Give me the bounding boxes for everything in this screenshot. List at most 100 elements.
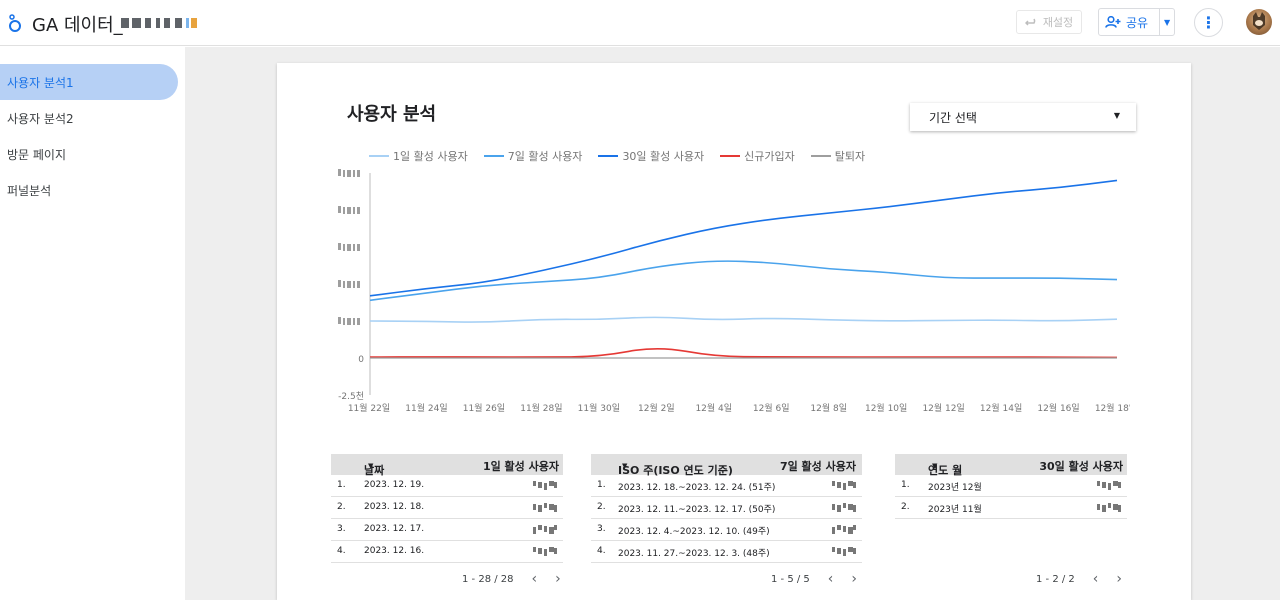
x-tick-label: 12월 18일 — [1095, 402, 1130, 414]
table-row[interactable]: 4. 2023. 11. 27.~2023. 12. 3. (48주) — [591, 541, 862, 563]
legend-swatch — [369, 155, 389, 157]
row-index: 3. — [337, 524, 346, 534]
row-dimension-value: 2023년 11월 — [928, 505, 982, 515]
x-tick-label: 12월 8일 — [810, 402, 847, 414]
table-monthly-active: 연도 월 ▼ 30일 활성 사용자 1. 2023년 12월 2. 2023년 11월 — [895, 454, 1127, 520]
legend-item[interactable]: 신규가입자 — [720, 148, 795, 164]
table-pager: 1 - 5 / 5 ‹ › — [771, 571, 857, 587]
table-pager: 1 - 2 / 2 ‹ › — [1036, 571, 1122, 587]
y-tick-redacted — [338, 243, 360, 251]
row-divider — [591, 496, 862, 497]
row-index: 2. — [337, 502, 346, 512]
share-dropdown-icon[interactable]: ▼ — [1164, 17, 1171, 27]
redacted-metric-value — [832, 503, 856, 512]
legend-item[interactable]: 탈퇴자 — [810, 148, 865, 164]
nav-item-funnel-analysis[interactable]: 퍼널분석 — [0, 172, 178, 208]
legend-label: 신규가입자 — [744, 150, 795, 163]
row-dimension-value: 2023. 12. 16. — [364, 546, 425, 556]
table-pager: 1 - 28 / 28 ‹ › — [462, 571, 561, 587]
series-line[interactable] — [369, 316, 1118, 323]
column-header-metric[interactable]: 30일 활성 사용자 — [1039, 460, 1123, 473]
x-tick-label: 11월 26일 — [463, 402, 505, 414]
pager-label: 1 - 28 / 28 — [462, 573, 514, 585]
app-header: GA 데이터_ 재설정 공유 ▼ ⋮ — [0, 0, 1280, 46]
table-row[interactable]: 1. 2023. 12. 19. — [331, 475, 563, 497]
sort-desc-icon: ▼ — [932, 462, 938, 470]
redacted-metric-value — [533, 503, 557, 512]
chevron-right-icon[interactable]: › — [851, 571, 857, 587]
row-index: 4. — [597, 546, 606, 556]
row-dimension-value: 2023. 12. 19. — [364, 480, 425, 490]
table-row[interactable]: 2. 2023년 11월 — [895, 497, 1127, 519]
table-weekly-active: ISO 주(ISO 연도 기준) ▼ 7일 활성 사용자 1. 2023. 12. … — [591, 454, 862, 564]
table-row[interactable]: 3. 2023. 12. 4.~2023. 12. 10. (49주) — [591, 519, 862, 541]
chevron-left-icon[interactable]: ‹ — [531, 571, 538, 587]
report-name[interactable]: GA 데이터_ — [32, 15, 123, 36]
chevron-right-icon[interactable]: › — [1116, 571, 1122, 587]
x-tick-label: 11월 22일 — [348, 402, 390, 414]
row-dimension-value: 2023년 12월 — [928, 483, 982, 493]
table-row[interactable]: 4. 2023. 12. 16. — [331, 541, 563, 563]
sort-desc-icon: ▼ — [622, 462, 628, 470]
avatar[interactable] — [1246, 9, 1272, 35]
row-index: 1. — [597, 480, 606, 490]
nav-item-landing-page[interactable]: 방문 페이지 — [0, 136, 178, 172]
x-tick-label: 12월 10일 — [865, 402, 907, 414]
nav-item-label: 방문 페이지 — [7, 147, 67, 162]
avatar-image-icon — [1253, 12, 1265, 30]
row-divider — [331, 562, 563, 563]
table-row[interactable]: 2. 2023. 12. 11.~2023. 12. 17. (50주) — [591, 497, 862, 519]
series-line[interactable] — [369, 347, 1118, 359]
redacted-metric-value — [533, 547, 557, 556]
redacted-metric-value — [1097, 503, 1121, 512]
table-row[interactable]: 3. 2023. 12. 17. — [331, 519, 563, 541]
nav-item-label: 퍼널분석 — [7, 183, 52, 198]
legend-label: 30일 활성 사용자 — [622, 150, 705, 163]
nav-item-label: 사용자 분석1 — [7, 75, 74, 90]
chart-legend: 1일 활성 사용자 7일 활성 사용자 30일 활성 사용자 신규가입자 탈퇴자 — [369, 148, 865, 164]
chevron-left-icon[interactable]: ‹ — [827, 571, 834, 587]
legend-item[interactable]: 1일 활성 사용자 — [369, 148, 468, 164]
redacted-metric-value — [832, 547, 856, 556]
x-tick-label: 12월 16일 — [1037, 402, 1079, 414]
table-row[interactable]: 1. 2023. 12. 18.~2023. 12. 24. (51주) — [591, 475, 862, 497]
x-tick-label: 11월 24일 — [405, 402, 447, 414]
row-divider — [331, 496, 563, 497]
date-picker-label: 기간 선택 — [929, 110, 977, 125]
date-range-picker[interactable]: 기간 선택 ▼ — [910, 103, 1136, 131]
nav-item-user-analysis-1[interactable]: 사용자 분석1 — [0, 64, 178, 100]
legend-swatch — [598, 155, 619, 157]
x-tick-label: 12월 12일 — [922, 402, 964, 414]
row-dimension-value: 2023. 11. 27.~2023. 12. 3. (48주) — [618, 549, 770, 559]
legend-label: 7일 활성 사용자 — [507, 150, 583, 163]
legend-item[interactable]: 7일 활성 사용자 — [483, 148, 583, 164]
row-index: 2. — [901, 502, 910, 512]
legend-swatch — [810, 155, 831, 157]
row-dimension-value: 2023. 12. 4.~2023. 12. 10. (49주) — [618, 527, 770, 537]
x-tick-label: 12월 14일 — [980, 402, 1022, 414]
column-header-metric[interactable]: 7일 활성 사용자 — [779, 460, 856, 473]
table-row[interactable]: 1. 2023년 12월 — [895, 475, 1127, 497]
row-divider — [591, 562, 862, 563]
legend-item[interactable]: 30일 활성 사용자 — [598, 148, 704, 164]
chevron-left-icon[interactable]: ‹ — [1092, 571, 1099, 587]
more-options-button[interactable]: ⋮ — [1194, 8, 1223, 37]
row-divider — [591, 540, 862, 541]
table-daily-active: 날짜 ▼ 1일 활성 사용자 1. 2023. 12. 19. 2. 2023. 12.… — [331, 454, 563, 564]
series-line[interactable] — [369, 179, 1118, 297]
share-button[interactable]: 공유 ▼ — [1098, 8, 1175, 36]
share-main[interactable]: 공유 — [1099, 9, 1161, 35]
table-row[interactable]: 2. 2023. 12. 18. — [331, 497, 563, 519]
row-dimension-value: 2023. 12. 18.~2023. 12. 24. (51주) — [618, 483, 776, 493]
nav-item-user-analysis-2[interactable]: 사용자 분석2 — [0, 100, 178, 136]
reset-button[interactable]: 재설정 — [1016, 10, 1082, 34]
row-dimension-value: 2023. 12. 11.~2023. 12. 17. (50주) — [618, 505, 776, 515]
row-index: 1. — [337, 480, 346, 490]
report-page — [277, 63, 1191, 600]
x-tick-label: 12월 4일 — [695, 402, 732, 414]
redacted-metric-value — [1097, 481, 1121, 490]
series-line[interactable] — [369, 260, 1118, 302]
column-header-metric[interactable]: 1일 활성 사용자 — [482, 460, 559, 473]
chevron-right-icon[interactable]: › — [555, 571, 561, 587]
